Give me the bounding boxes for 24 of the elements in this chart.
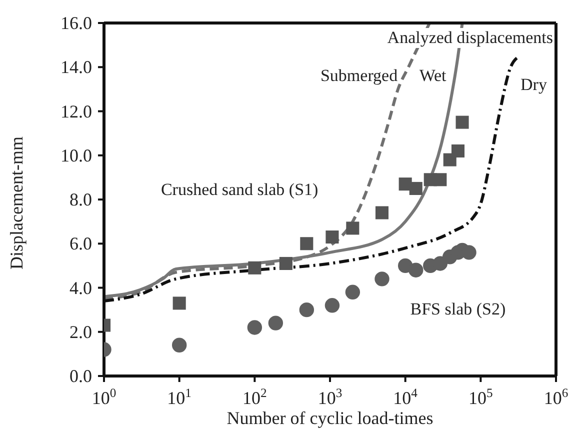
x-tick-label: 10$^{5}$ — [468, 386, 493, 408]
x-axis-title: Number of cyclic load-times — [226, 408, 434, 428]
y-tick-label: 2.0 — [70, 322, 92, 342]
x-tick-label: 10$^{3}$ — [318, 386, 342, 408]
y-tick-label: 8.0 — [70, 190, 92, 210]
y-tick-label: 16.0 — [60, 13, 92, 33]
series-label: Dry — [520, 75, 548, 94]
x-tick-label: 10$^{0}$ — [92, 386, 116, 408]
series-label: Crushed sand slab (S1) — [160, 180, 318, 200]
x-tick-label: 10$^{1}$ — [167, 386, 192, 408]
x-tick-label: 10$^{2}$ — [242, 386, 267, 408]
y-tick-label: 12.0 — [60, 101, 92, 122]
y-tick-label: 6.0 — [70, 234, 92, 254]
x-tick-label: 10$^{4}$ — [393, 386, 418, 408]
y-axis-title: Displacement-mm — [6, 136, 26, 270]
y-tick-label: 4.0 — [70, 278, 92, 298]
series-label: Wet — [419, 66, 447, 85]
y-tick-label: 10.0 — [60, 145, 92, 166]
y-tick-label: 0.0 — [70, 366, 92, 386]
y-tick-label: 14.0 — [60, 57, 92, 78]
series-label: BFS slab (S2) — [410, 299, 506, 318]
series-label: Submerged — [320, 66, 398, 85]
annotation: Analyzed displacements — [387, 28, 553, 48]
x-tick-label: 10$^{6}$ — [544, 386, 568, 408]
